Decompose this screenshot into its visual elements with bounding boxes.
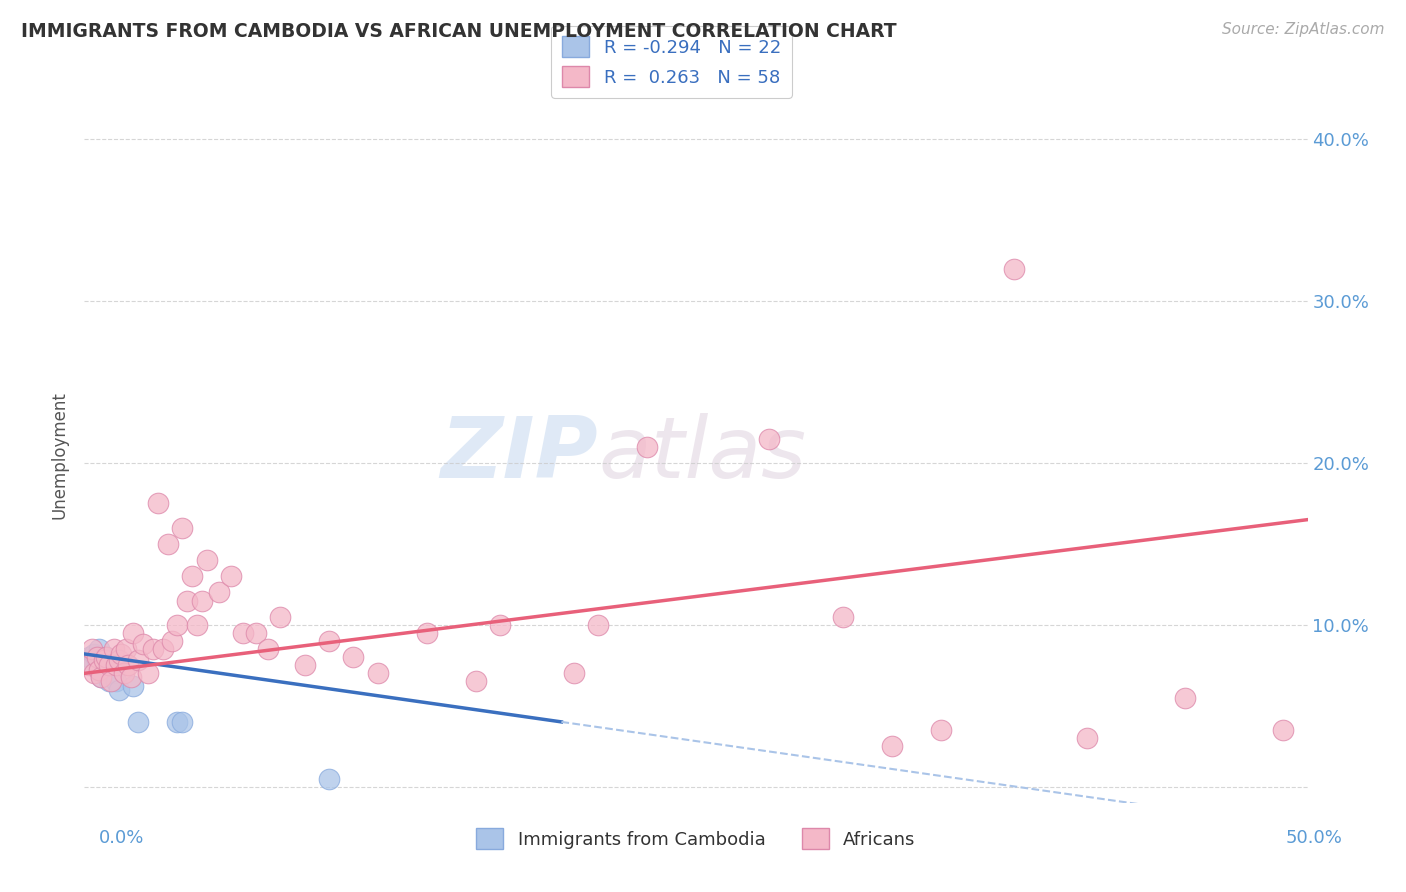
Point <box>110 647 132 661</box>
Point <box>86 650 108 665</box>
Point <box>367 666 389 681</box>
Point <box>136 666 159 681</box>
Point <box>122 626 145 640</box>
Point <box>342 650 364 665</box>
Point <box>93 653 115 667</box>
Point <box>97 674 120 689</box>
Point <box>172 714 194 729</box>
Point <box>269 609 291 624</box>
Point <box>162 634 184 648</box>
Point <box>103 642 125 657</box>
Y-axis label: Unemployment: Unemployment <box>51 391 69 519</box>
Text: 50.0%: 50.0% <box>1286 829 1343 847</box>
Point <box>186 617 208 632</box>
Point <box>245 626 267 640</box>
Text: 0.0%: 0.0% <box>98 829 143 847</box>
Point <box>166 714 188 729</box>
Point <box>166 617 188 632</box>
Point <box>195 553 218 567</box>
Point <box>294 658 316 673</box>
Point <box>100 653 122 667</box>
Point <box>87 663 110 677</box>
Point <box>117 658 139 673</box>
Point <box>93 666 115 681</box>
Point <box>1002 261 1025 276</box>
Point <box>146 496 169 510</box>
Point <box>103 666 125 681</box>
Point <box>122 679 145 693</box>
Point <box>96 650 118 665</box>
Point <box>105 674 128 689</box>
Point <box>1174 690 1197 705</box>
Point <box>127 653 149 667</box>
Point <box>464 674 486 689</box>
Point <box>416 626 439 640</box>
Point <box>107 653 129 667</box>
Point <box>758 432 780 446</box>
Point <box>172 521 194 535</box>
Point <box>112 666 135 681</box>
Point <box>562 666 585 681</box>
Point <box>219 569 242 583</box>
Point <box>93 658 115 673</box>
Point <box>191 593 214 607</box>
Point <box>142 642 165 657</box>
Point <box>489 617 512 632</box>
Point <box>636 440 658 454</box>
Point <box>181 569 204 583</box>
Point <box>96 650 118 665</box>
Point <box>77 650 100 665</box>
Point <box>120 670 142 684</box>
Text: ZIP: ZIP <box>440 413 598 497</box>
Point <box>90 670 112 684</box>
Point <box>105 658 128 673</box>
Point <box>80 658 103 673</box>
Point <box>208 585 231 599</box>
Point <box>87 663 110 677</box>
Point <box>831 609 853 624</box>
Point <box>90 670 112 684</box>
Point <box>90 653 112 667</box>
Point <box>77 658 100 673</box>
Point <box>87 642 110 657</box>
Point <box>318 772 340 786</box>
Point <box>127 714 149 729</box>
Point <box>86 653 108 667</box>
Point <box>318 634 340 648</box>
Point <box>257 642 280 657</box>
Text: Source: ZipAtlas.com: Source: ZipAtlas.com <box>1222 22 1385 37</box>
Point <box>880 739 903 754</box>
Legend: Immigrants from Cambodia, Africans: Immigrants from Cambodia, Africans <box>470 822 922 856</box>
Point <box>83 666 105 681</box>
Point <box>232 626 254 640</box>
Text: atlas: atlas <box>598 413 806 497</box>
Point <box>107 682 129 697</box>
Point <box>83 647 105 661</box>
Point <box>1272 723 1295 737</box>
Point <box>115 642 138 657</box>
Point <box>97 658 120 673</box>
Point <box>100 674 122 689</box>
Point <box>586 617 609 632</box>
Point <box>176 593 198 607</box>
Text: IMMIGRANTS FROM CAMBODIA VS AFRICAN UNEMPLOYMENT CORRELATION CHART: IMMIGRANTS FROM CAMBODIA VS AFRICAN UNEM… <box>21 22 897 41</box>
Point <box>156 537 179 551</box>
Point <box>80 642 103 657</box>
Point <box>152 642 174 657</box>
Point <box>132 637 155 651</box>
Point <box>97 661 120 675</box>
Point <box>1076 731 1098 745</box>
Point <box>929 723 952 737</box>
